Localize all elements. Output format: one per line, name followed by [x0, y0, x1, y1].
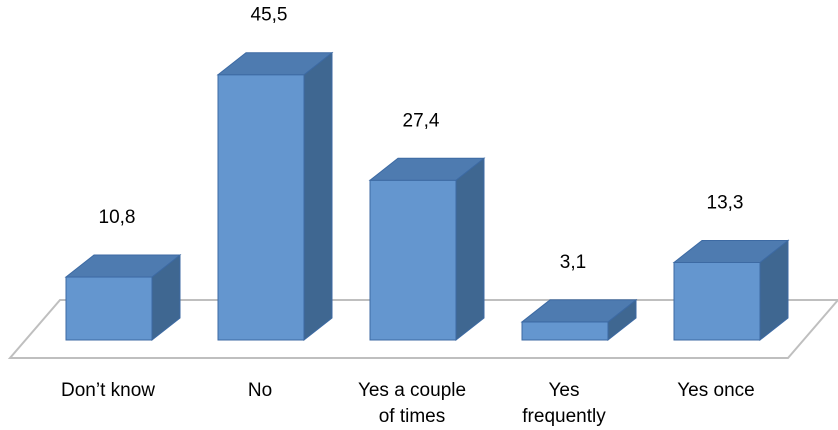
bar-front [217, 74, 305, 341]
category-label: Yes [549, 380, 580, 401]
bar-top [368, 157, 486, 181]
data-label: 45,5 [251, 5, 288, 26]
bar-top [64, 254, 182, 278]
category-label: Yes a couple [358, 380, 466, 401]
bar [64, 254, 182, 342]
bar-side [303, 51, 333, 342]
bar [672, 239, 790, 342]
category-label: frequently [522, 406, 606, 427]
data-label: 3,1 [560, 252, 586, 273]
data-label: 27,4 [403, 110, 440, 131]
data-label: 10,8 [99, 207, 136, 228]
bar [368, 157, 486, 342]
category-label: Yes once [677, 380, 754, 401]
bar-front [521, 321, 609, 341]
category-labels: Don’t know No Yes a couple of times Yes frequ… [61, 380, 755, 427]
data-labels: 10,8 45,5 27,4 3,1 13,3 [99, 5, 744, 273]
bar-top [520, 299, 638, 323]
category-label: of times [379, 406, 446, 427]
floor-plane [7, 299, 838, 359]
bar-front [65, 276, 153, 341]
chart-bars [64, 51, 790, 342]
category-label: Don’t know [61, 380, 155, 401]
data-label: 13,3 [707, 192, 744, 213]
bar [216, 51, 334, 342]
bar-top [672, 239, 790, 263]
bar-front [673, 261, 761, 341]
bar-front [369, 179, 457, 341]
bar-side [455, 157, 485, 342]
bar [520, 298, 638, 342]
chart-floor [7, 299, 838, 359]
bar-top [216, 52, 334, 76]
category-label: No [248, 380, 272, 401]
